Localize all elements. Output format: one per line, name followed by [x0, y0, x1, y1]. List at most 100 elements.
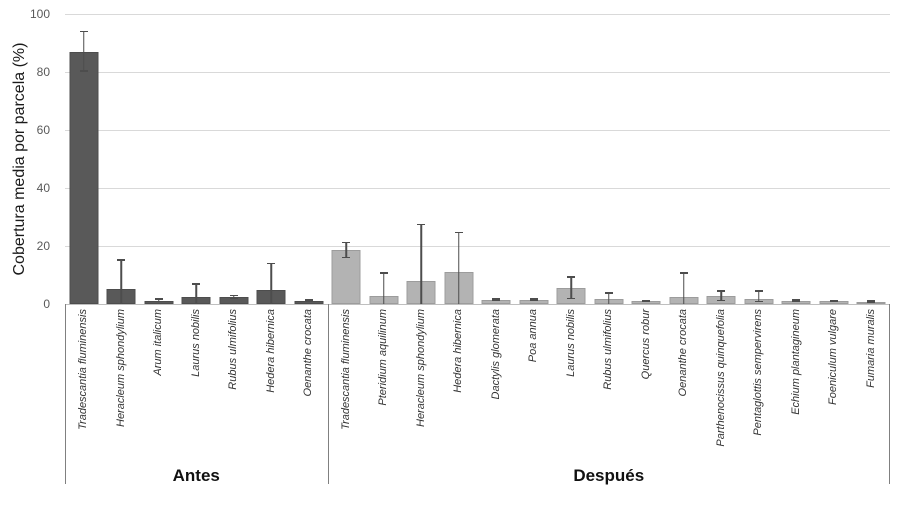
bar-slot-antes-hedera-hibernica: [253, 14, 291, 304]
group-label-antes: Antes: [172, 466, 220, 485]
bar-slot-despu-s-laurus-nobilis: [553, 14, 591, 304]
error-cap-bottom: [829, 300, 838, 302]
gridline-40: [65, 187, 890, 189]
y-tick-label-0: 0: [43, 297, 50, 311]
x-label-cell: Tradescantia fluminensis: [328, 309, 366, 485]
group-separator-2: [889, 304, 890, 484]
gridline-60: [65, 129, 890, 131]
species-label-laurus-nobilis: Laurus nobilis: [564, 309, 577, 377]
gridline-20: [65, 245, 890, 247]
x-label-cell: Pentaglottis sempervirens: [740, 309, 778, 485]
x-label-cell: Foeniculum vulgare: [815, 309, 853, 485]
error-bar-hedera-hibernica: [270, 263, 272, 304]
error-bar-tradescantia-fluminensis: [345, 242, 347, 259]
error-cap-top: [304, 299, 313, 301]
species-label-poa-annua: Poa annua: [527, 309, 540, 363]
error-bar-laurus-nobilis: [570, 276, 572, 300]
error-bar-hedera-hibernica: [458, 232, 460, 304]
bar-slot-despu-s-echium-plantagineum: [778, 14, 816, 304]
bar-slot-despu-s-poa-annua: [515, 14, 553, 304]
x-label-cell: Oenanthe crocata: [665, 309, 703, 485]
species-label-tradescantia-fluminensis: Tradescantia fluminensis: [77, 309, 90, 430]
bar-slot-despu-s-tradescantia-fluminensis: [328, 14, 366, 304]
bars-container: [65, 14, 890, 304]
species-label-dactylis-glomerata: Dactylis glomerata: [489, 309, 502, 400]
species-label-quercus-robur: Quercus robur: [639, 309, 652, 380]
y-tick-label-60: 60: [36, 123, 50, 137]
error-cap-top: [754, 290, 763, 292]
error-bar-rubus-ulmifolius: [608, 292, 610, 304]
error-cap-bottom: [304, 300, 313, 303]
species-label-rubus-ulmifolius: Rubus ulmifolius: [227, 309, 240, 390]
x-label-cell: Laurus nobilis: [178, 309, 216, 485]
bar-slot-despu-s-hedera-hibernica: [440, 14, 478, 304]
species-label-tradescantia-fluminensis: Tradescantia fluminensis: [339, 309, 352, 430]
x-label-cell: Heracleum sphondylium: [103, 309, 141, 485]
bar-slot-despu-s-parthenocissus-quinquefolia: [703, 14, 741, 304]
x-label-cell: Echium plantagineum: [778, 309, 816, 485]
error-cap-top: [342, 241, 351, 244]
bar-slot-despu-s-dactylis-glomerata: [478, 14, 516, 304]
bar-slot-antes-laurus-nobilis: [178, 14, 216, 304]
x-label-cell: Tradescantia fluminensis: [65, 309, 103, 485]
y-tick-label-20: 20: [36, 239, 50, 253]
group-separator-1: [327, 304, 329, 484]
bar-slot-despu-s-quercus-robur: [628, 14, 666, 304]
bar-tradescantia-fluminensis: [331, 250, 361, 304]
error-cap-top: [229, 294, 238, 297]
error-cap-top: [529, 298, 538, 300]
x-label-cell: Oenanthe crocata: [290, 309, 328, 485]
x-label-cell: Poa annua: [515, 309, 553, 485]
x-label-cell: Pteridium aquilinum: [365, 309, 403, 485]
error-cap-bottom: [567, 297, 576, 300]
bar-slot-despu-s-rubus-ulmifolius: [590, 14, 628, 304]
x-label-cell: Fumaria muralis: [853, 309, 891, 485]
error-cap-bottom: [79, 70, 88, 72]
bar-slot-antes-rubus-ulmifolius: [215, 14, 253, 304]
error-cap-bottom: [492, 299, 501, 302]
error-bar-rubus-ulmifolius: [233, 295, 235, 300]
species-label-pteridium-aquilinum: Pteridium aquilinum: [377, 309, 390, 406]
error-cap-bottom: [754, 300, 763, 303]
error-cap-top: [379, 272, 388, 274]
species-label-pentaglottis-sempervirens: Pentaglottis sempervirens: [752, 309, 765, 436]
error-cap-bottom: [342, 256, 351, 259]
bar-slot-despu-s-pteridium-aquilinum: [365, 14, 403, 304]
error-cap-bottom: [867, 300, 876, 303]
x-axis-labels: Tradescantia fluminensis Heracleum sphond…: [65, 309, 890, 485]
error-cap-top: [717, 290, 726, 292]
error-bar-laurus-nobilis: [195, 284, 197, 304]
bar-slot-antes-arum-italicum: [140, 14, 178, 304]
error-bar-oenanthe-crocata: [683, 272, 685, 304]
error-cap-bottom: [792, 300, 801, 302]
error-cap-top: [604, 292, 613, 294]
species-label-rubus-ulmifolius: Rubus ulmifolius: [602, 309, 615, 390]
error-cap-bottom: [642, 300, 651, 303]
error-cap-bottom: [529, 299, 538, 302]
bar-slot-antes-heracleum-sphondylium: [103, 14, 141, 304]
x-label-cell: Quercus robur: [628, 309, 666, 485]
species-label-hedera-hibernica: Hedera hibernica: [264, 309, 277, 393]
x-label-cell: Dactylis glomerata: [478, 309, 516, 485]
group-label-despu-s: Después: [573, 466, 645, 485]
error-cap-top: [117, 259, 126, 261]
error-cap-top: [567, 276, 576, 278]
error-cap-top: [267, 262, 276, 265]
error-bar-tradescantia-fluminensis: [83, 31, 85, 72]
error-bar-heracleum-sphondylium: [120, 259, 122, 304]
bar-slot-despu-s-foeniculum-vulgare: [815, 14, 853, 304]
species-label-laurus-nobilis: Laurus nobilis: [189, 309, 202, 377]
y-tick-label-40: 40: [36, 181, 50, 195]
x-label-cell: Laurus nobilis: [553, 309, 591, 485]
gridline-80: [65, 71, 890, 73]
bar-slot-antes-tradescantia-fluminensis: [65, 14, 103, 304]
error-cap-top: [679, 272, 688, 274]
error-cap-bottom: [717, 299, 726, 302]
error-cap-top: [154, 297, 163, 300]
error-bar-arum-italicum: [158, 298, 160, 303]
x-label-cell: Hedera hibernica: [440, 309, 478, 485]
error-bar-parthenocissus-quinquefolia: [720, 290, 722, 302]
error-cap-bottom: [154, 300, 163, 303]
x-label-cell: Rubus ulmifolius: [215, 309, 253, 485]
